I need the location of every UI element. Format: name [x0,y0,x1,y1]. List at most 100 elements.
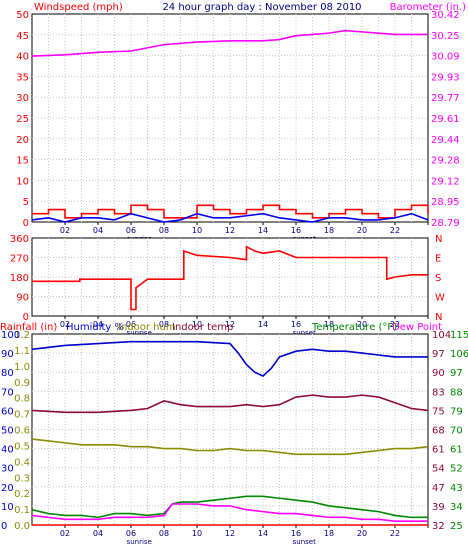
y2-tick-label: 30.25 [431,31,460,42]
y-tick-label: 360 [10,234,29,245]
temp-tick-label: 32 [432,521,445,532]
x-tick-label: 22 [390,529,400,538]
x-tick-label: 12 [225,320,235,329]
y-tick-label: 40 [16,52,29,63]
x-tick-label: 08 [159,529,169,538]
compass-label: N [435,312,442,323]
y2-tick-label: 29.12 [431,176,460,187]
x-tick-label: 08 [159,226,169,235]
x-tick-label: 06 [126,529,136,538]
x-tick-label: 04 [93,226,103,235]
x-marker-label: sunrise [127,329,152,337]
temp2-tick-label: 70 [450,426,463,437]
humidity-tick-label: 30 [1,464,14,475]
y-tick-label: 50 [16,10,29,21]
temp2-tick-label: 79 [450,406,463,417]
y-tick-label: 0 [23,312,29,323]
x-marker-label: sunset [293,329,316,337]
x-tick-label: 06 [126,226,136,235]
x-tick-label: 22 [390,226,400,235]
y-tick-label: 180 [10,273,29,284]
temperature-line [31,495,428,519]
rain-tick-label: 1.2 [14,330,30,341]
rain-tick-label: 0.7 [14,410,30,421]
humidity-tick-label: 50 [1,426,14,437]
rain-tick-label: 0.9 [14,378,30,389]
y-tick-label: 35 [16,72,29,83]
x-tick-label: 02 [60,226,70,235]
compass-label: S [435,273,441,284]
humidity-tick-label: 0 [1,521,7,532]
rain-tick-label: 0.1 [14,505,30,516]
temp-tick-label: 97 [432,349,445,360]
y2-tick-label: 28.79 [431,218,460,229]
x-tick-label: 16 [291,529,301,538]
rain-tick-label: 0.5 [14,441,30,452]
x-tick-label: 20 [357,529,367,538]
humidity-axis-title: Humidity % [66,322,124,333]
compass-label: W [435,293,445,304]
rain-tick-label: 0.3 [14,473,30,484]
rain-tick-label: 0.6 [14,426,30,437]
x-tick-label: 20 [357,226,367,235]
graph-title: 24 hour graph day : November 08 2010 [162,2,361,13]
x-tick-label: 20 [357,320,367,329]
wind-speed-line [31,212,429,223]
humidity-tick-label: 20 [1,483,14,494]
barometer-axis-title: Barometer (in.) [390,2,466,13]
y-tick-label: 0 [23,218,29,229]
humidity-temperature-panel: 0.0 0.1 0.2 0.3 0.4 0.5 0.6 0.7 0.8 0.9 1.0 1.1 1.2 0… [1,330,468,546]
y-tick-label: 30 [16,93,29,104]
temp2-tick-label: 52 [450,464,463,475]
humidity-tick-label: 10 [1,502,14,513]
x-marker-label: sunset [293,538,316,546]
temp-tick-label: 68 [432,426,445,437]
y2-tick-label: 28.95 [431,197,460,208]
indoor-hum-line [31,438,429,456]
temp2-tick-label: 97 [450,368,463,379]
x-tick-label: 10 [192,529,202,538]
y2-tick-label: 29.28 [431,156,460,167]
y-tick-label: 45 [16,31,29,42]
x-tick-label: 18 [324,320,334,329]
x-tick-label: 06 [126,320,136,329]
temp-tick-label: 75 [432,406,445,417]
x-tick-label: 18 [324,226,334,235]
temp-tick-label: 54 [432,464,445,475]
humidity-tick-label: 100 [1,330,20,341]
temp2-tick-label: 34 [450,502,463,513]
temp-tick-label: 39 [432,502,445,513]
x-tick-label: 16 [291,226,301,235]
indoor-temp-line [31,394,429,414]
x-tick-label: 02 [60,529,70,538]
x-tick-label: 22 [390,320,400,329]
temp-tick-label: 47 [432,483,445,494]
y-tick-label: 10 [16,176,29,187]
rain-tick-label: 1.1 [14,346,30,357]
temp2-tick-label: 43 [450,483,463,494]
humidity-tick-label: 70 [1,387,14,398]
y2-tick-label: 30.09 [431,52,460,63]
windspeed-axis-title: Windspeed (mph) [34,2,123,13]
rain-tick-label: 0.0 [14,521,30,532]
indoor-hum-axis-title: Indoor hum [118,322,176,333]
temp2-tick-label: 88 [450,387,463,398]
humidity-tick-label: 90 [1,349,14,360]
wind-direction-line [32,245,428,311]
rain-tick-label: 0.8 [14,394,30,405]
humidity-line [31,340,428,377]
humidity-tick-label: 60 [1,406,14,417]
y-tick-label: 90 [16,293,29,304]
x-tick-label: 12 [225,226,235,235]
temperature-axis-title: Temperature (°F) [311,322,397,333]
temp-tick-label: 90 [432,368,445,379]
y2-tick-label: 30.42 [431,10,460,21]
rain-tick-label: 0.2 [14,489,30,500]
y2-tick-label: 29.77 [431,93,460,104]
y2-tick-label: 29.61 [431,114,460,125]
dewpoint-axis-title: Dew Point [392,322,442,333]
indoor-temp-axis-title: Indoor temp [172,322,233,333]
temp-tick-label: 83 [432,387,445,398]
barometer-line [31,29,428,57]
